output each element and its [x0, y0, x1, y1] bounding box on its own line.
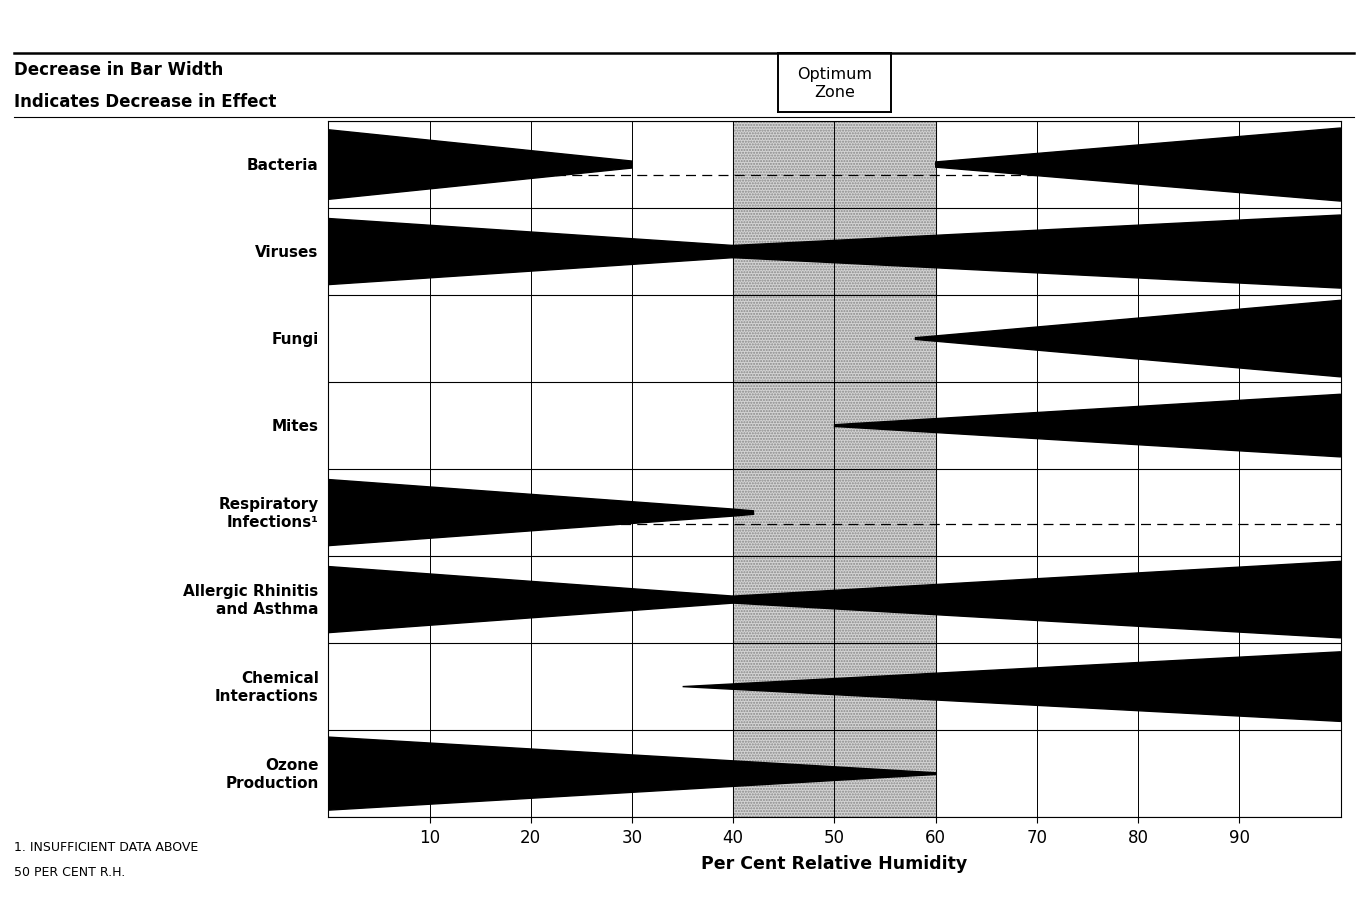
Text: Chemical
Interactions: Chemical Interactions	[215, 671, 319, 703]
Text: Indicates Decrease in Effect: Indicates Decrease in Effect	[14, 93, 276, 111]
Polygon shape	[328, 737, 936, 810]
Polygon shape	[733, 562, 1341, 638]
Polygon shape	[915, 301, 1341, 377]
Bar	[733, 122, 936, 209]
Text: Fungi: Fungi	[271, 331, 319, 347]
Polygon shape	[834, 395, 1341, 458]
Polygon shape	[328, 567, 733, 633]
Polygon shape	[733, 216, 1341, 289]
Text: Bacteria: Bacteria	[248, 158, 319, 172]
Bar	[733, 209, 936, 295]
Text: Respiratory
Infections¹: Respiratory Infections¹	[219, 497, 319, 529]
Text: 50 PER CENT R.H.: 50 PER CENT R.H.	[14, 865, 124, 878]
Bar	[733, 731, 936, 817]
Bar	[733, 470, 936, 556]
Text: Allergic Rhinitis
and Asthma: Allergic Rhinitis and Asthma	[183, 583, 319, 616]
Text: Mites: Mites	[272, 419, 319, 433]
X-axis label: Per Cent Relative Humidity: Per Cent Relative Humidity	[702, 854, 967, 872]
Polygon shape	[328, 219, 733, 285]
Polygon shape	[328, 480, 754, 546]
Polygon shape	[936, 129, 1341, 202]
Text: Viruses: Viruses	[256, 245, 319, 260]
Polygon shape	[683, 652, 1341, 721]
Bar	[733, 556, 936, 643]
Text: Ozone
Production: Ozone Production	[226, 758, 319, 790]
Text: 1. INSUFFICIENT DATA ABOVE: 1. INSUFFICIENT DATA ABOVE	[14, 841, 198, 853]
Text: Optimum
Zone: Optimum Zone	[798, 68, 871, 99]
Text: Decrease in Bar Width: Decrease in Bar Width	[14, 61, 223, 79]
Bar	[733, 383, 936, 470]
Bar	[733, 295, 936, 383]
Bar	[733, 643, 936, 731]
Polygon shape	[328, 131, 632, 200]
